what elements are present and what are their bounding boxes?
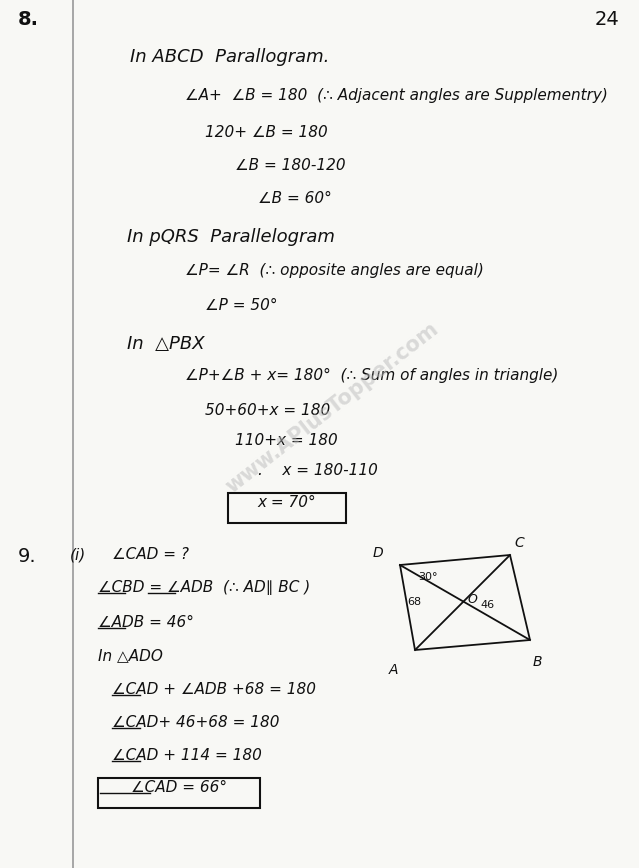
Text: 46: 46 [480,600,494,610]
Text: In pQRS  Parallelogram: In pQRS Parallelogram [127,228,335,246]
Text: ∠P = 50°: ∠P = 50° [205,298,277,313]
Bar [98,778,260,808]
Text: In ABCD  Parallogram.: In ABCD Parallogram. [130,48,329,66]
Text: www.APlusTopper.com: www.APlusTopper.com [222,319,442,497]
Text: In △ADO: In △ADO [98,648,163,663]
Text: .    x = 180-110: . x = 180-110 [258,463,378,478]
Text: 50+60+x = 180: 50+60+x = 180 [205,403,330,418]
Text: A: A [389,663,398,677]
Text: ∠CAD = ?: ∠CAD = ? [112,547,189,562]
Text: 110+x = 180: 110+x = 180 [235,433,338,448]
Text: ∠ADB = 46°: ∠ADB = 46° [98,615,194,630]
Text: ∠CAD + 114 = 180: ∠CAD + 114 = 180 [112,748,262,763]
Text: 9.: 9. [18,547,36,566]
Text: ∠P= ∠R  (∴ opposite angles are equal): ∠P= ∠R (∴ opposite angles are equal) [185,263,484,278]
Text: B: B [533,655,543,669]
Text: ∠P+∠B + x= 180°  (∴ Sum of angles in triangle): ∠P+∠B + x= 180° (∴ Sum of angles in tria… [185,368,558,383]
Text: 68: 68 [407,597,421,607]
Text: ∠CAD + ∠ADB +68 = 180: ∠CAD + ∠ADB +68 = 180 [112,682,316,697]
Text: ∠CAD = 66°: ∠CAD = 66° [131,780,227,795]
Text: ∠CBD = ∠ADB  (∴ AD∥ BC ): ∠CBD = ∠ADB (∴ AD∥ BC ) [98,580,311,595]
Text: x = 70°: x = 70° [258,495,316,510]
Text: C: C [514,536,524,550]
Text: O: O [467,593,477,606]
Text: ∠CAD+ 46+68 = 180: ∠CAD+ 46+68 = 180 [112,715,279,730]
Text: (i): (i) [70,547,86,562]
Bar [228,493,346,523]
Text: 120+ ∠B = 180: 120+ ∠B = 180 [205,125,328,140]
Text: 30°: 30° [418,572,438,582]
Text: 24: 24 [594,10,619,29]
Text: ∠B = 60°: ∠B = 60° [258,191,332,206]
Text: 8.: 8. [18,10,39,29]
Text: ∠A+  ∠B = 180  (∴ Adjacent angles are Supplementry): ∠A+ ∠B = 180 (∴ Adjacent angles are Supp… [185,88,608,103]
Text: D: D [373,546,383,560]
Text: In  △PBX: In △PBX [127,335,204,353]
Text: ∠B = 180-120: ∠B = 180-120 [235,158,346,173]
